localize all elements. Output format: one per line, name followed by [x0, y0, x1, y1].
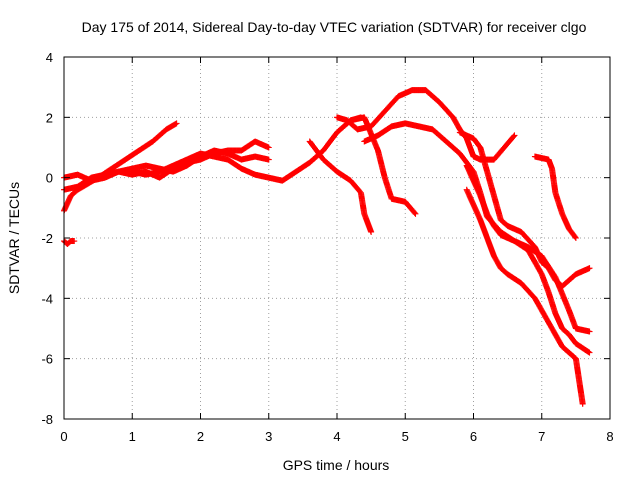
series-arc8 — [361, 120, 593, 335]
data-point — [586, 328, 593, 335]
plot-frame — [63, 56, 611, 420]
y-tick-label: -8 — [41, 412, 53, 427]
data-point — [579, 400, 586, 407]
x-tick-label: 8 — [606, 429, 613, 444]
data-point — [572, 235, 579, 241]
x-tick-label: 5 — [402, 429, 409, 444]
data-point — [412, 210, 419, 217]
y-tick-label: -4 — [41, 291, 53, 306]
data-point — [511, 132, 518, 139]
y-axis-label: SDTVAR / TECUs — [6, 182, 22, 294]
y-tick-label: -6 — [41, 352, 53, 367]
x-tick-label: 3 — [265, 429, 272, 444]
x-tick-label: 6 — [470, 429, 477, 444]
x-tick-label: 0 — [60, 429, 67, 444]
series-arc4 — [129, 114, 364, 184]
y-tick-label: 0 — [46, 171, 53, 186]
series-arc6 — [334, 87, 518, 163]
series-arc10 — [463, 162, 593, 356]
data-point — [265, 156, 272, 163]
x-tick-label: 2 — [197, 429, 204, 444]
series-arc5 — [306, 138, 375, 235]
axis-ticks: 0 1 2 3 4 5 6 7 8 -8 -6 -4 -2 0 2 4 — [41, 50, 613, 444]
chart-title: Day 175 of 2014, Sidereal Day-to-day VTE… — [82, 19, 587, 35]
data-series — [61, 87, 593, 407]
series-arc9 — [456, 129, 593, 290]
data-point — [411, 209, 418, 216]
data-point — [265, 144, 272, 151]
data-point — [572, 233, 579, 240]
x-tick-label: 7 — [538, 429, 545, 444]
data-point — [510, 133, 517, 140]
data-point — [586, 349, 593, 356]
y-tick-label: -2 — [41, 231, 53, 246]
series-arc13 — [61, 238, 78, 248]
x-tick-label: 4 — [333, 429, 340, 444]
data-point — [586, 265, 593, 272]
data-point — [173, 120, 180, 127]
x-tick-label: 1 — [129, 429, 136, 444]
data-point — [71, 238, 78, 245]
x-axis-label: GPS time / hours — [283, 457, 390, 473]
y-tick-label: 2 — [46, 110, 53, 125]
data-point — [368, 228, 375, 235]
series-arc12 — [531, 153, 579, 241]
y-tick-label: 4 — [46, 50, 53, 65]
series-arc11 — [463, 186, 586, 407]
